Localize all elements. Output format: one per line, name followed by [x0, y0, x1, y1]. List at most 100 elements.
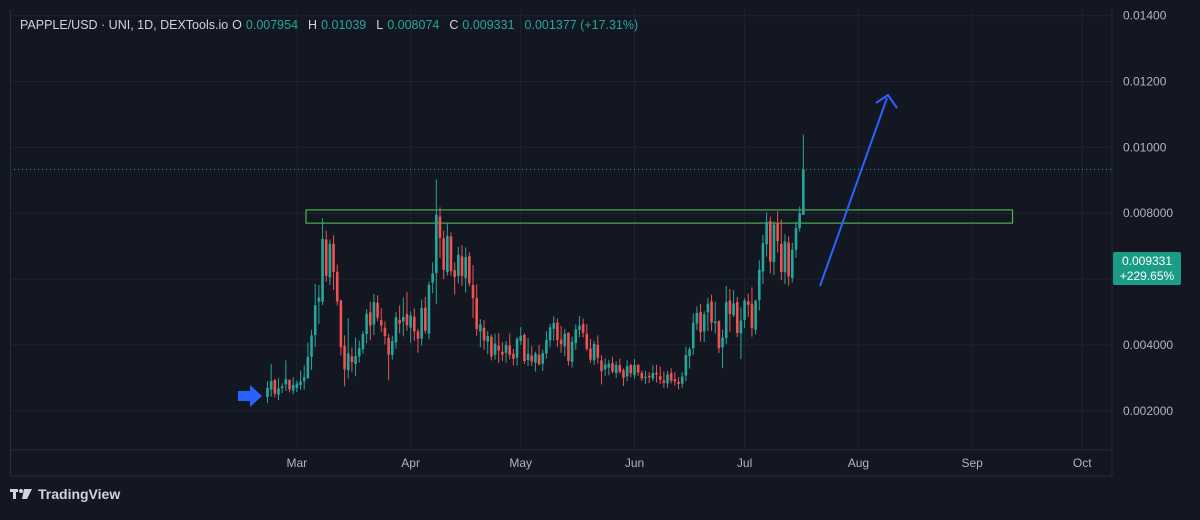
- candle-body: [387, 338, 390, 355]
- candle-body: [761, 243, 765, 272]
- tradingview-footer[interactable]: TradingView: [10, 486, 120, 502]
- candle-body: [346, 353, 350, 371]
- candle-body: [306, 356, 310, 379]
- tradingview-logo-icon: [10, 489, 32, 499]
- candle-body: [791, 249, 794, 279]
- price-tick-label: 0.01000: [1123, 140, 1167, 154]
- candle-body: [563, 333, 567, 347]
- candle-body: [277, 388, 280, 395]
- candle-body: [589, 348, 592, 360]
- candle-body: [655, 372, 658, 375]
- last-price-change: +229.65%: [1119, 269, 1175, 283]
- candle-body: [611, 363, 614, 372]
- candle-body: [413, 316, 416, 332]
- candle-body: [567, 332, 570, 362]
- candle-body: [464, 257, 467, 279]
- candle-body: [376, 302, 379, 318]
- price-tick-label: 0.01200: [1123, 75, 1167, 89]
- axis-layer: 0.0020000.0040000.0060000.0080000.010000…: [10, 9, 1173, 477]
- overlay-layer: [10, 93, 1112, 407]
- candle-body: [460, 256, 464, 276]
- candle-body: [556, 322, 559, 340]
- candle-body: [273, 380, 277, 394]
- candle-body: [365, 313, 368, 335]
- candle-body: [625, 365, 629, 377]
- candle-body: [743, 300, 746, 320]
- candle-body: [266, 387, 269, 397]
- price-tick-label: 0.008000: [1123, 206, 1173, 220]
- candle-body: [468, 256, 471, 284]
- price-tick-label: 0.01400: [1123, 9, 1167, 23]
- month-tick-label: Jun: [625, 456, 644, 470]
- candle-body: [379, 320, 383, 326]
- projection-arrow-head: [875, 93, 898, 109]
- candle-body: [633, 365, 636, 376]
- chart-grid: [10, 10, 1112, 450]
- candle-body: [724, 302, 728, 339]
- candle-body: [695, 312, 699, 324]
- candle-body: [629, 365, 633, 374]
- candle-body: [354, 356, 357, 365]
- candle-body: [691, 322, 695, 349]
- candle-body: [357, 348, 361, 357]
- candle-body: [416, 331, 420, 339]
- candle-body: [728, 300, 732, 314]
- candle-body: [732, 303, 735, 316]
- candle-body: [302, 377, 306, 382]
- candle-body: [332, 243, 335, 272]
- candle-body: [552, 322, 556, 329]
- candle-body: [431, 273, 434, 283]
- candle-body: [457, 254, 460, 276]
- candle-body: [688, 349, 691, 357]
- candle-body: [453, 270, 456, 278]
- candle-body: [721, 337, 724, 348]
- candle-body: [482, 327, 486, 341]
- candle-body: [618, 365, 622, 372]
- candle-body: [596, 344, 600, 358]
- candle-body: [317, 297, 321, 302]
- candle-body: [585, 333, 589, 349]
- month-tick-label: Apr: [401, 456, 420, 470]
- last-price-tag: 0.009331 +229.65%: [1113, 252, 1181, 285]
- candle-body: [471, 285, 475, 299]
- candle-body: [647, 375, 651, 378]
- candle-body: [754, 300, 757, 330]
- candle-body: [798, 213, 801, 229]
- candle-body: [288, 379, 291, 390]
- candle-body: [592, 343, 596, 361]
- candle-body: [435, 214, 438, 274]
- candle-body: [442, 238, 445, 270]
- symbol-title[interactable]: PAPPLE/USD · UNI, 1D, DEXTools.io: [20, 18, 229, 32]
- candle-body: [644, 376, 647, 379]
- candle-body: [368, 312, 372, 326]
- close-label: C: [449, 18, 459, 32]
- close-value: 0.009331: [462, 18, 515, 32]
- candle-body: [574, 329, 578, 344]
- candle-body: [802, 169, 805, 215]
- low-value: 0.008074: [387, 18, 440, 32]
- price-tick-label: 0.004000: [1123, 338, 1173, 352]
- candle-body: [449, 236, 453, 272]
- candle-body: [534, 353, 537, 363]
- candle-body: [299, 381, 302, 386]
- candle-body: [269, 381, 273, 390]
- candle-body: [475, 298, 478, 330]
- candle-body: [545, 339, 548, 354]
- candle-body: [284, 379, 288, 385]
- candle-body: [559, 339, 563, 345]
- symbol-legend: PAPPLE/USD · UNI, 1D, DEXTools.io O 0.007…: [20, 18, 644, 32]
- candle-body: [424, 307, 427, 331]
- candle-body: [394, 317, 398, 343]
- candle-body: [651, 372, 655, 379]
- candle-body: [446, 235, 449, 273]
- candle-layer: [266, 134, 805, 403]
- candle-body: [636, 365, 640, 373]
- candle-body: [401, 316, 405, 322]
- candle-body: [750, 303, 754, 329]
- candle-body: [427, 285, 431, 334]
- candle-body: [548, 327, 552, 341]
- candle-body: [537, 354, 541, 365]
- candle-body: [295, 383, 299, 389]
